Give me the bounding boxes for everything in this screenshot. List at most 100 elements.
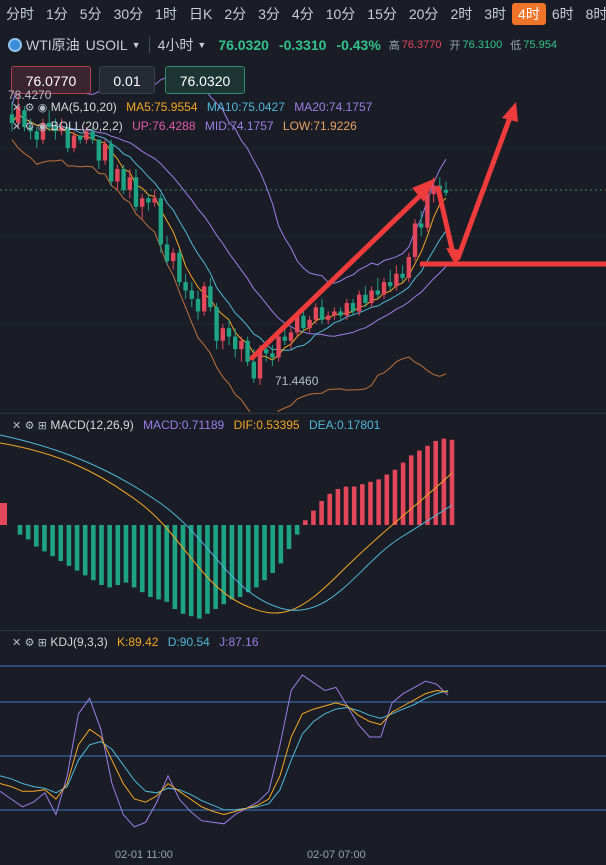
candle-body[interactable] xyxy=(251,361,256,379)
candle-body[interactable] xyxy=(71,135,77,148)
candle-body[interactable] xyxy=(115,168,120,182)
timeframe-tab[interactable]: 2时 xyxy=(450,6,473,22)
settings-icon[interactable]: ⚙ xyxy=(24,420,35,432)
macd-bar[interactable] xyxy=(302,520,308,525)
candle-body[interactable] xyxy=(282,336,287,341)
macd-bar[interactable] xyxy=(34,525,39,547)
macd-bar[interactable] xyxy=(180,525,186,614)
macd-bar[interactable] xyxy=(17,525,23,535)
buy-price-box[interactable]: 76.0320 xyxy=(165,66,245,94)
macd-bar[interactable] xyxy=(107,525,112,588)
timeframe-tab[interactable]: 5分 xyxy=(79,6,102,22)
candle-body[interactable] xyxy=(152,198,157,203)
candle-body[interactable] xyxy=(171,252,176,262)
candle-body[interactable] xyxy=(350,303,356,312)
candle-body[interactable] xyxy=(53,127,58,132)
macd-bar[interactable] xyxy=(392,469,398,525)
candle-body[interactable] xyxy=(183,282,188,291)
timeframe-tab[interactable]: 15分 xyxy=(367,6,397,22)
candle-body[interactable] xyxy=(264,349,269,354)
candle-body[interactable] xyxy=(412,223,418,257)
candle-body[interactable] xyxy=(195,298,201,312)
candle-body[interactable] xyxy=(96,139,101,161)
candlestick-chart[interactable] xyxy=(0,60,606,412)
candle-body[interactable] xyxy=(295,315,300,333)
macd-bar[interactable] xyxy=(172,525,178,609)
candle-body[interactable] xyxy=(357,294,362,312)
candle-body[interactable] xyxy=(28,127,33,132)
expand-icon[interactable]: ⊞ xyxy=(37,637,47,649)
candle-body[interactable] xyxy=(381,282,387,295)
macd-bar[interactable] xyxy=(384,474,390,525)
macd-bar[interactable] xyxy=(254,525,259,588)
close-icon[interactable]: ✕ xyxy=(12,121,22,133)
timeframe-tab[interactable]: 8时 xyxy=(585,6,606,22)
candle-body[interactable] xyxy=(208,286,213,308)
candle-body[interactable] xyxy=(375,290,380,295)
macd-bar[interactable] xyxy=(188,525,194,617)
symbol-dropdown-icon[interactable]: ▼ xyxy=(131,40,141,50)
macd-bar[interactable] xyxy=(425,445,430,525)
candle-body[interactable] xyxy=(140,198,145,207)
settings-icon[interactable]: ⚙ xyxy=(24,102,35,114)
macd-bar[interactable] xyxy=(237,525,243,597)
candle-body[interactable] xyxy=(394,273,399,287)
macd-bar[interactable] xyxy=(343,486,349,525)
macd-bar[interactable] xyxy=(433,441,438,525)
period-dropdown-icon[interactable]: ▼ xyxy=(197,40,207,50)
macd-bar[interactable] xyxy=(229,525,235,600)
timeframe-tab[interactable]: 4分 xyxy=(291,6,314,22)
macd-bar[interactable] xyxy=(139,525,145,593)
macd-bar[interactable] xyxy=(205,525,210,614)
candle-body[interactable] xyxy=(276,336,281,358)
candle-body[interactable] xyxy=(425,194,430,228)
macd-bar[interactable] xyxy=(99,525,104,585)
timeframe-tab[interactable]: 20分 xyxy=(408,6,439,22)
macd-bar[interactable] xyxy=(335,489,341,525)
sell-price-box[interactable]: 76.0770 xyxy=(11,66,91,94)
candle-body[interactable] xyxy=(133,177,139,207)
timeframe-tab[interactable]: 6时 xyxy=(551,6,574,22)
candle-body[interactable] xyxy=(78,135,83,140)
macd-bar[interactable] xyxy=(50,525,55,557)
macd-bar[interactable] xyxy=(131,525,137,588)
expand-icon[interactable]: ⊞ xyxy=(37,420,47,432)
timeframe-tab[interactable]: 4时 xyxy=(512,3,546,25)
candle-body[interactable] xyxy=(301,315,306,329)
macd-chart[interactable] xyxy=(0,413,606,629)
macd-bar[interactable] xyxy=(400,462,406,525)
candle-body[interactable] xyxy=(109,143,114,182)
macd-bar[interactable] xyxy=(408,455,414,525)
candle-body[interactable] xyxy=(164,244,170,262)
macd-bar[interactable] xyxy=(376,479,381,525)
candle-body[interactable] xyxy=(388,282,393,287)
macd-bar[interactable] xyxy=(164,525,170,602)
candle-body[interactable] xyxy=(214,307,219,341)
candle-body[interactable] xyxy=(34,131,39,140)
candle-body[interactable] xyxy=(189,290,194,299)
candle-body[interactable] xyxy=(146,198,151,203)
candle-body[interactable] xyxy=(121,168,126,190)
candle-body[interactable] xyxy=(177,252,182,283)
macd-bar[interactable] xyxy=(449,439,455,525)
timeframe-tab[interactable]: 10分 xyxy=(325,6,356,22)
candle-body[interactable] xyxy=(270,353,275,358)
macd-bar[interactable] xyxy=(360,484,365,525)
timeframe-tab[interactable]: 1时 xyxy=(155,6,177,22)
candle-body[interactable] xyxy=(9,114,15,123)
macd-bar[interactable] xyxy=(58,525,64,561)
period-select[interactable]: 4小时 xyxy=(157,37,194,53)
candle-body[interactable] xyxy=(226,328,232,337)
macd-bar[interactable] xyxy=(148,525,153,597)
macd-bar[interactable] xyxy=(82,525,88,576)
timeframe-tab[interactable]: 3分 xyxy=(258,6,280,22)
macd-bar[interactable] xyxy=(327,493,333,525)
candle-body[interactable] xyxy=(239,340,244,350)
macd-bar[interactable] xyxy=(368,481,373,525)
symbol-code[interactable]: USOIL xyxy=(85,37,128,53)
macd-bar[interactable] xyxy=(319,501,324,525)
candle-body[interactable] xyxy=(288,332,294,341)
candle-body[interactable] xyxy=(400,273,405,278)
close-icon[interactable]: ✕ xyxy=(12,102,22,114)
candle-body[interactable] xyxy=(47,122,52,128)
